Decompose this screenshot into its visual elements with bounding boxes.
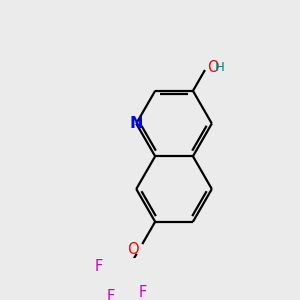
Text: O: O <box>207 60 218 75</box>
Text: F: F <box>139 285 147 300</box>
Text: N: N <box>130 116 143 131</box>
Text: F: F <box>106 289 115 300</box>
Text: O: O <box>127 242 139 257</box>
Text: F: F <box>94 259 103 274</box>
Text: H: H <box>214 61 224 74</box>
